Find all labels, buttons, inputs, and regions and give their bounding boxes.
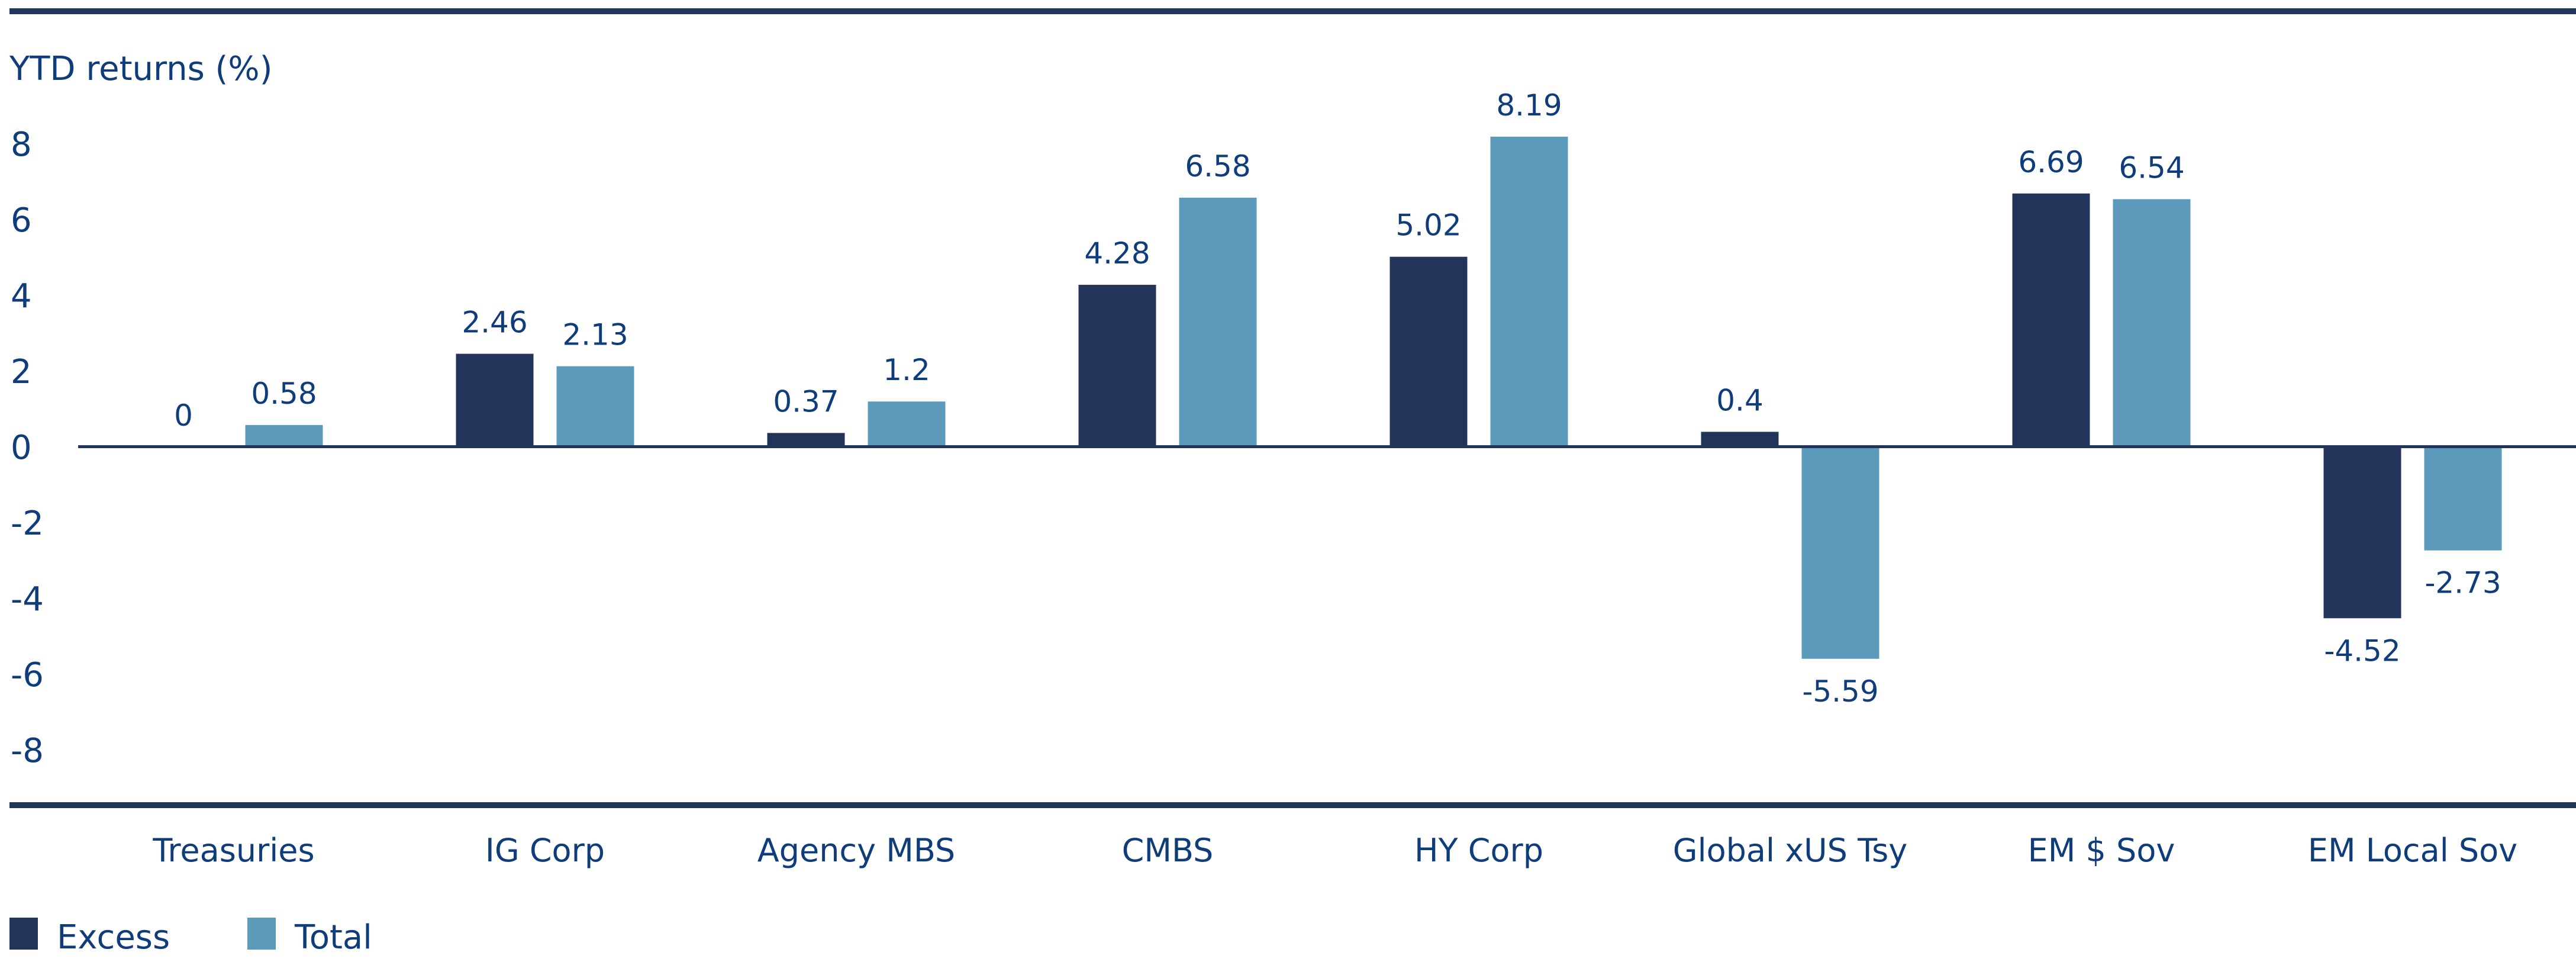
bar-excess — [456, 353, 534, 447]
y-tick-label: -2 — [11, 504, 44, 543]
category-label: IG Corp — [485, 832, 605, 869]
legend-item-total: Total — [247, 918, 372, 957]
y-tick-label: -4 — [11, 580, 44, 619]
category-label: Global xUS Tsy — [1673, 832, 1907, 869]
data-label: 0.58 — [251, 377, 317, 411]
category-label: EM Local Sov — [2308, 832, 2517, 869]
bar-total — [2424, 447, 2502, 551]
bottom-rule — [9, 802, 2576, 808]
data-label: 4.28 — [1084, 236, 1150, 271]
data-label: 5.02 — [1395, 208, 1461, 243]
data-label: 0.37 — [773, 384, 839, 419]
data-label: 0.4 — [1716, 383, 1763, 417]
bar-excess — [2323, 447, 2401, 619]
data-label: -5.59 — [1802, 674, 1878, 709]
y-tick-label: 6 — [11, 201, 32, 240]
bar-excess — [1701, 432, 1779, 447]
data-label: -2.73 — [2425, 566, 2501, 600]
bar-total — [1801, 447, 1879, 659]
bar-excess — [2012, 193, 2090, 447]
legend-swatch — [9, 918, 38, 950]
bar-excess — [767, 433, 845, 447]
data-label: 8.19 — [1496, 88, 1562, 123]
category-label: EM $ Sov — [2028, 832, 2175, 869]
bar-total — [1179, 197, 1257, 447]
y-tick-label: 2 — [11, 353, 32, 391]
y-tick-label: -6 — [11, 656, 44, 694]
legend-swatch — [247, 918, 276, 950]
data-label: 1.2 — [883, 353, 930, 387]
category-label: Agency MBS — [757, 832, 955, 869]
data-label: 6.54 — [2119, 150, 2184, 185]
y-tick-label: 0 — [11, 429, 32, 467]
y-tick-label: -8 — [11, 732, 44, 770]
bar-excess — [1078, 285, 1156, 447]
data-label: 2.13 — [562, 318, 628, 352]
data-label: 2.46 — [462, 305, 527, 340]
legend-item-excess: Excess — [9, 918, 170, 957]
data-label: 0 — [174, 398, 193, 433]
data-label: 6.58 — [1185, 149, 1250, 184]
legend-label: Excess — [57, 918, 170, 957]
category-label: Treasuries — [152, 832, 314, 869]
bar-total — [245, 424, 323, 447]
bar-total — [2113, 199, 2191, 447]
legend-label: Total — [294, 918, 372, 957]
data-label: -4.52 — [2324, 633, 2400, 668]
bar-excess — [1389, 256, 1468, 447]
y-tick-label: 4 — [11, 277, 32, 316]
bar-total — [1490, 136, 1568, 448]
top-rule — [9, 8, 2576, 14]
y-tick-label: 8 — [11, 126, 32, 164]
bar-total — [556, 366, 634, 447]
category-label: HY Corp — [1414, 832, 1543, 869]
y-axis-label: YTD returns (%) — [9, 50, 272, 88]
category-label: CMBS — [1122, 832, 1214, 869]
zero-line — [78, 445, 2576, 448]
data-label: 6.69 — [2018, 145, 2084, 179]
bar-total — [868, 401, 946, 447]
